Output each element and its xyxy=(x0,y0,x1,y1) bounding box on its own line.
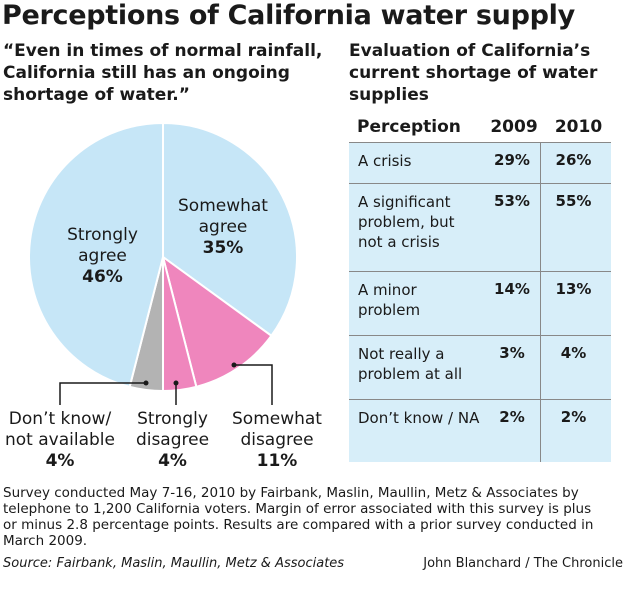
cell-2009: 53% xyxy=(484,184,541,271)
label-pct: 46% xyxy=(82,267,123,287)
label-text: Strongly xyxy=(137,409,208,429)
slice-somewhat-disagree xyxy=(161,254,273,389)
leader-dot xyxy=(173,380,179,386)
table-row: Don’t know / NA 2% 2% xyxy=(349,399,611,462)
label-text: agree xyxy=(78,246,127,266)
table-row: Not really a problem at all 3% 4% xyxy=(349,335,611,399)
header-2010: 2010 xyxy=(554,117,603,137)
row-label: A significant problem, but not a crisis xyxy=(358,193,455,251)
label-text: disagree xyxy=(135,430,210,450)
label-text: Strongly xyxy=(67,225,138,245)
label-text: agree xyxy=(198,217,248,237)
header-perception: Perception xyxy=(357,117,461,137)
perception-table: Perception 2009 2010 A crisis 29% 26% A … xyxy=(349,112,611,462)
label-text: Don’t know/ xyxy=(8,409,112,429)
pie-chart xyxy=(28,121,298,405)
label-pct: 4% xyxy=(158,451,187,471)
cell-2009: 29% xyxy=(484,143,541,183)
leader-dot xyxy=(231,362,237,368)
row-label: Don’t know / NA xyxy=(358,409,480,427)
leader-somewhat-disagree xyxy=(234,364,273,405)
label-strongly-agree: Strongly agree 46% xyxy=(45,225,160,288)
cell-2010: 55% xyxy=(555,192,592,210)
chart-title: Perceptions of California water supply xyxy=(2,0,575,31)
table-header: Perception 2009 2010 xyxy=(349,112,611,142)
header-2009: 2009 xyxy=(490,117,538,137)
cell-2009: 2% xyxy=(484,400,541,462)
cell-2010: 26% xyxy=(555,151,592,169)
table-row: A significant problem, but not a crisis … xyxy=(349,183,611,271)
label-dont-know: Don’t know/ not available 4% xyxy=(0,409,120,472)
slice-somewhat-agree xyxy=(162,121,298,338)
label-text: Somewhat xyxy=(178,196,268,216)
cell-2009: 14% xyxy=(484,272,541,335)
row-label: Not really a problem at all xyxy=(358,345,463,383)
leader-dont-know xyxy=(59,382,146,405)
cell-2009: 3% xyxy=(484,336,541,399)
source-text: Source: Fairbank, Maslin, Maullin, Metz … xyxy=(3,556,345,571)
label-pct: 35% xyxy=(202,238,244,258)
label-somewhat-agree: Somewhat agree 35% xyxy=(163,196,283,259)
pie-question: “Even in times of normal rainfall, Calif… xyxy=(3,41,323,105)
table-row: A minor problem 14% 13% xyxy=(349,271,611,335)
leader-dot xyxy=(143,380,149,386)
label-text: disagree xyxy=(240,430,314,450)
label-pct: 4% xyxy=(45,451,75,471)
label-somewhat-disagree: Somewhat disagree 11% xyxy=(222,409,332,472)
survey-note: Survey conducted May 7-16, 2010 by Fairb… xyxy=(3,485,594,549)
table-row: A crisis 29% 26% xyxy=(349,142,611,183)
row-label: A minor problem xyxy=(358,281,421,319)
table-title: Evaluation of California’s current short… xyxy=(349,41,598,105)
cell-2010: 4% xyxy=(560,344,587,362)
cell-2010: 13% xyxy=(555,280,592,298)
label-text: not available xyxy=(5,430,115,450)
label-text: Somewhat xyxy=(232,409,322,429)
row-label: A crisis xyxy=(358,152,412,170)
label-pct: 11% xyxy=(256,451,298,471)
cell-2010: 2% xyxy=(560,408,587,426)
label-strongly-disagree: Strongly disagree 4% xyxy=(125,409,220,472)
credit-text: John Blanchard / The Chronicle xyxy=(423,556,623,571)
slice-strongly-agree xyxy=(28,121,164,389)
